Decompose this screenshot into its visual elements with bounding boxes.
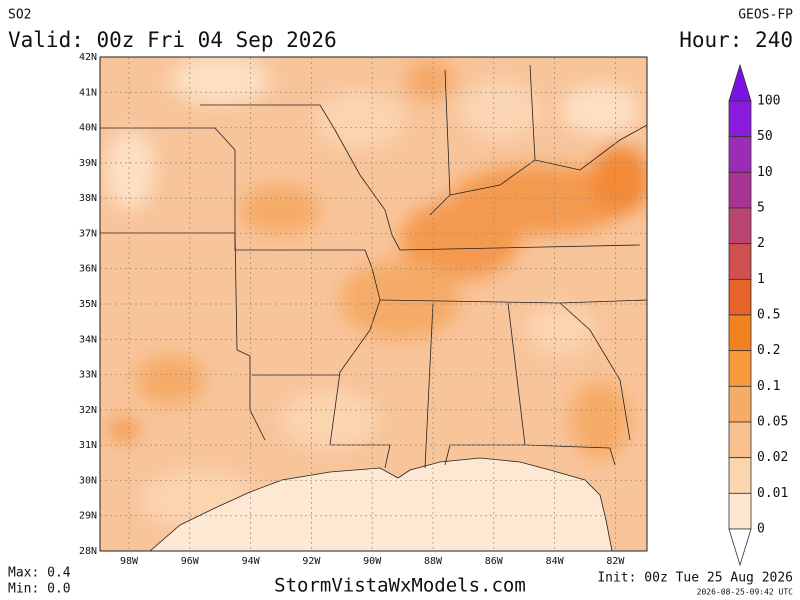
colorbar-label: 50 xyxy=(757,129,773,144)
colorbar-label: 5 xyxy=(757,201,765,216)
lon-label: 92W xyxy=(302,556,321,567)
colorbar-bin xyxy=(728,421,752,459)
lat-label: 35N xyxy=(79,299,97,310)
lat-label: 37N xyxy=(79,228,97,239)
graticule xyxy=(100,57,647,551)
init-time: Init: 00z Tue 25 Aug 2026 xyxy=(597,571,793,586)
colorbar-label: 0.5 xyxy=(757,308,780,323)
lat-label: 39N xyxy=(79,158,97,169)
lat-label: 42N xyxy=(79,52,97,63)
colorbar-arrow-bottom xyxy=(728,528,752,567)
colorbar-bin xyxy=(728,243,752,280)
colorbar-label: 0.01 xyxy=(757,486,788,501)
colorbar-label: 2 xyxy=(757,236,765,251)
site-name: StormVistaWxModels.com xyxy=(274,575,526,597)
borders xyxy=(100,64,647,551)
valid-time: Valid: 00z Fri 04 Sep 2026 xyxy=(8,28,337,52)
lat-label: 41N xyxy=(79,87,97,98)
timestamp: 2026-08-25-09:42 UTC xyxy=(697,588,794,597)
forecast-hour: Hour: 240 xyxy=(679,28,793,52)
colorbar-label: 0 xyxy=(757,522,765,537)
lat-label: 36N xyxy=(79,264,97,275)
lat-label: 30N xyxy=(79,475,97,486)
colorbar: 100 50 10 5 2 1 0.5 0.2 0.1 0.05 0.02 0.01 0 xyxy=(728,63,788,567)
colorbar-label: 0.1 xyxy=(757,379,780,394)
max-value: Max: 0.4 xyxy=(8,566,71,581)
lat-label: 40N xyxy=(79,123,97,134)
colorbar-label: 0.2 xyxy=(757,343,780,358)
colorbar-bin xyxy=(728,100,752,138)
colorbar-bin xyxy=(728,207,752,245)
colorbar-label: 1 xyxy=(757,272,765,287)
gulf xyxy=(100,458,612,551)
axis-labels: 42N 41N 40N 39N 38N 37N 36N 35N 34N 33N 32N 31N 30N 2… xyxy=(79,52,625,567)
lon-label: 84W xyxy=(546,556,565,567)
lat-label: 32N xyxy=(79,405,97,416)
lon-label: 98W xyxy=(120,556,139,567)
lat-label: 31N xyxy=(79,440,97,451)
colorbar-bin xyxy=(728,171,752,209)
lat-label: 34N xyxy=(79,334,97,345)
lon-label: 86W xyxy=(485,556,504,567)
map-frame xyxy=(99,56,648,552)
lon-label: 90W xyxy=(363,556,382,567)
colorbar-label: 0.05 xyxy=(757,415,788,430)
colorbar-label: 0.02 xyxy=(757,450,788,465)
colorbar-bin xyxy=(728,314,752,352)
lon-label: 88W xyxy=(424,556,443,567)
min-value: Min: 0.0 xyxy=(8,582,71,597)
colorbar-bin xyxy=(728,385,752,423)
lat-label: 29N xyxy=(79,511,97,522)
lon-label: 82W xyxy=(606,556,625,567)
lat-label: 33N xyxy=(79,370,97,381)
colorbar-bin xyxy=(728,278,752,316)
colorbar-label: 100 xyxy=(757,94,780,109)
colorbar-bin xyxy=(728,492,752,530)
concentration-field xyxy=(105,57,647,530)
lon-label: 94W xyxy=(242,556,261,567)
colorbar-bin xyxy=(728,136,752,173)
map xyxy=(100,57,647,551)
colorbar-label: 10 xyxy=(757,165,773,180)
variable: SO2 xyxy=(8,8,31,23)
colorbar-bin xyxy=(728,350,752,387)
lat-label: 28N xyxy=(79,546,97,557)
lat-label: 38N xyxy=(79,193,97,204)
colorbar-arrow-top xyxy=(728,63,752,102)
lon-label: 96W xyxy=(181,556,200,567)
model: GEOS-FP xyxy=(738,8,793,23)
colorbar-bin xyxy=(728,457,752,494)
